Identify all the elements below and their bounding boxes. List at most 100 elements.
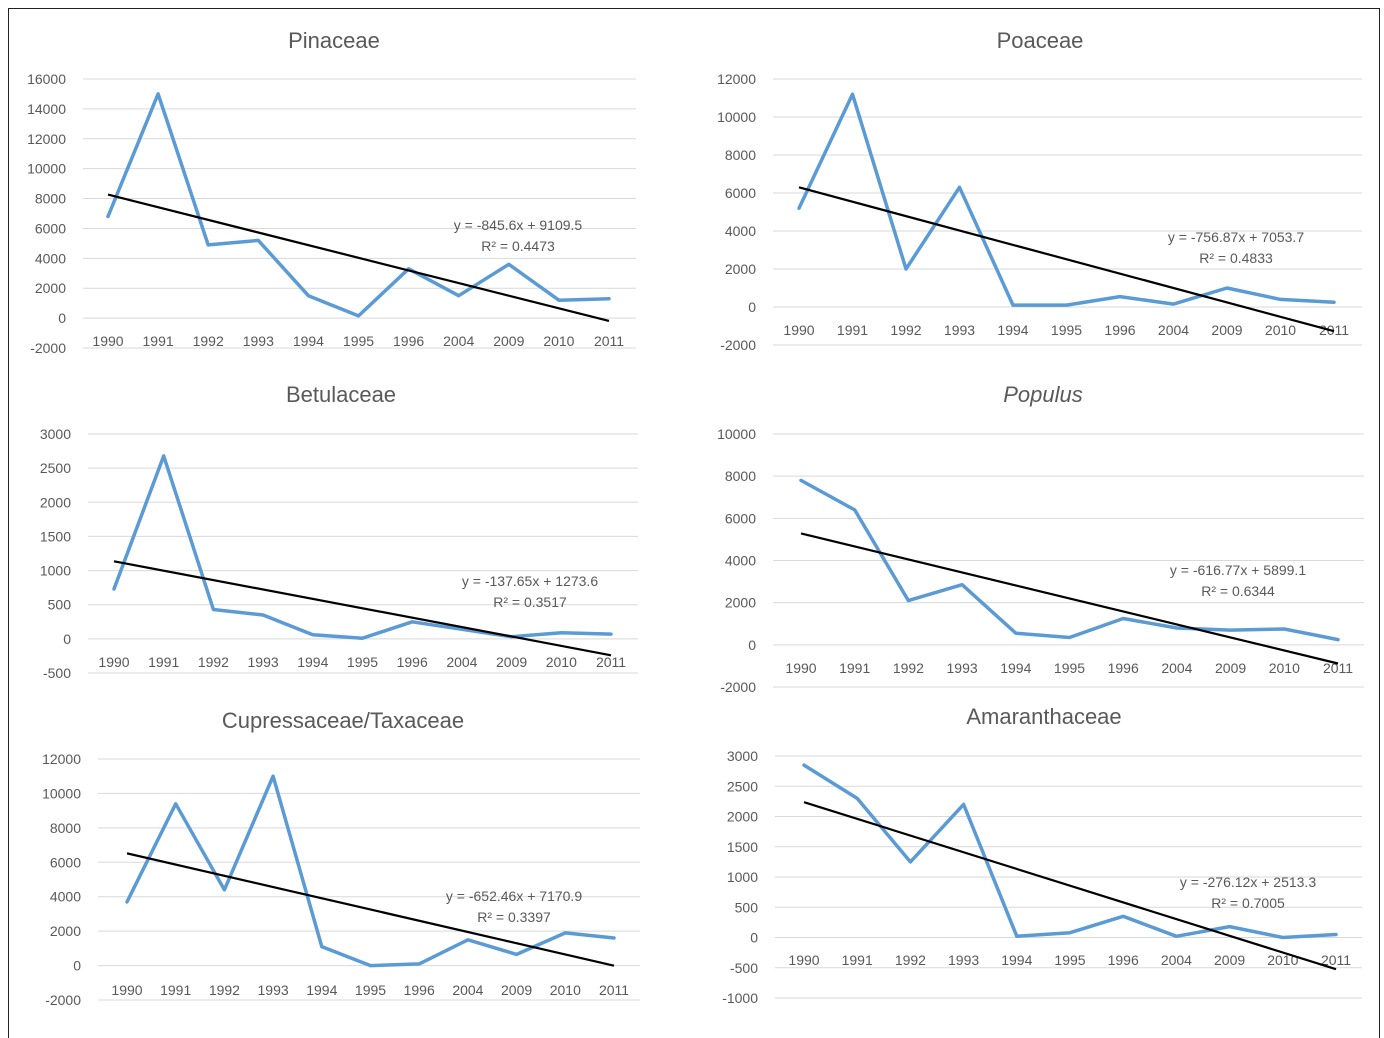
chart-panel: Cupressaceae/Taxaceae -2000 0 2000 4000 6000 8… — [42, 708, 640, 1008]
y-tick-label: 10000 — [27, 161, 66, 177]
x-tick-label: 1994 — [297, 654, 328, 670]
y-tick-label: 6000 — [725, 510, 756, 526]
y-tick-label: 10000 — [717, 109, 756, 125]
y-tick-label: 4000 — [35, 250, 66, 266]
trendline-r-squared: R² = 0.3397 — [477, 909, 551, 925]
y-tick-label: -2000 — [720, 679, 756, 695]
x-tick-label: 1995 — [343, 333, 374, 349]
x-tick-label: 1990 — [783, 322, 814, 338]
trendline-r-squared: R² = 0.6344 — [1201, 583, 1275, 599]
chart-title: Pinaceae — [288, 28, 380, 53]
y-tick-label: 10000 — [717, 426, 756, 442]
y-tick-label: 4000 — [725, 553, 756, 569]
x-tick-label: 1995 — [1054, 660, 1085, 676]
y-tick-label: 12000 — [717, 71, 756, 87]
trendline — [108, 195, 609, 321]
y-tick-label: 2000 — [35, 280, 66, 296]
y-tick-label: 0 — [750, 930, 758, 946]
x-tick-label: 2010 — [543, 333, 574, 349]
x-tick-label: 2010 — [1265, 322, 1296, 338]
series-line — [114, 456, 611, 638]
y-tick-label: 6000 — [725, 185, 756, 201]
y-tick-label: 500 — [735, 899, 759, 915]
chart-title: Cupressaceae/Taxaceae — [222, 708, 464, 733]
y-tick-label: -2000 — [30, 340, 66, 356]
chart-panel: Poaceae-20000200040006000800010000120001… — [717, 28, 1362, 353]
chart-panel: Populus-200002000400060008000100001990 19… — [717, 382, 1364, 695]
y-tick-label: 2000 — [727, 809, 758, 825]
y-tick-label: 0 — [58, 310, 66, 326]
x-tick-label: 1993 — [243, 333, 274, 349]
trendline-equation: y = -845.6x + 9109.5 — [454, 217, 583, 233]
x-tick-label: 1996 — [397, 654, 428, 670]
chart-title: Amaranthaceae — [966, 704, 1121, 729]
y-tick-label: -2000 — [720, 337, 756, 353]
x-tick-label: 1993 — [948, 952, 979, 968]
x-tick-label: 1992 — [209, 982, 240, 998]
y-tick-label: 4000 — [725, 223, 756, 239]
x-tick-label: 1993 — [248, 654, 279, 670]
x-tick-label: 1992 — [198, 654, 229, 670]
x-tick-label: 2004 — [1158, 322, 1189, 338]
x-tick-label: 1990 — [98, 654, 129, 670]
y-tick-label: 3000 — [727, 748, 758, 764]
y-tick-label: 8000 — [50, 820, 81, 836]
chart-title: Populus — [1003, 382, 1083, 407]
x-tick-label: 1992 — [895, 952, 926, 968]
chart-panel: Amaranthaceae-1000-500050010001500200025… — [722, 704, 1362, 1006]
x-tick-label: 1993 — [944, 322, 975, 338]
x-tick-label: 1996 — [404, 982, 435, 998]
x-tick-label: 2009 — [1211, 322, 1242, 338]
x-tick-label: 2004 — [1161, 952, 1192, 968]
x-tick-label: 1994 — [997, 322, 1028, 338]
x-tick-label: 2004 — [443, 333, 474, 349]
chart-panel: Betulaceae-50005001000150020002500300019… — [40, 382, 638, 681]
x-tick-label: 1991 — [837, 322, 868, 338]
x-tick-label: 1993 — [258, 982, 289, 998]
x-tick-label: 1992 — [890, 322, 921, 338]
chart-title: Betulaceae — [286, 382, 396, 407]
trendline-r-squared: R² = 0.4833 — [1199, 250, 1273, 266]
trendline-equation: y = -652.46x + 7170.9 — [446, 888, 582, 904]
x-tick-label: 1991 — [839, 660, 870, 676]
chart-title: Poaceae — [997, 28, 1084, 53]
y-tick-label: 1000 — [40, 563, 71, 579]
y-tick-label: 6000 — [35, 220, 66, 236]
y-tick-label: 16000 — [27, 71, 66, 87]
x-tick-label: 2009 — [496, 654, 527, 670]
trendline-r-squared: R² = 0.4473 — [481, 238, 555, 254]
series-line — [799, 94, 1334, 305]
y-tick-label: 2000 — [50, 923, 81, 939]
x-tick-label: 1995 — [355, 982, 386, 998]
y-tick-label: 0 — [748, 299, 756, 315]
series-line — [804, 765, 1336, 937]
x-tick-label: 2004 — [446, 654, 477, 670]
y-tick-label: 2000 — [40, 494, 71, 510]
chart-panel: Pinaceae -2000 0 2000 4000 6000 8000 10000 12000… — [27, 28, 636, 356]
trendline-equation: y = -756.87x + 7053.7 — [1168, 229, 1304, 245]
x-tick-label: 1991 — [160, 982, 191, 998]
y-tick-label: 14000 — [27, 101, 66, 117]
x-tick-label: 1996 — [393, 333, 424, 349]
x-tick-label: 1992 — [193, 333, 224, 349]
y-tick-label: -1000 — [722, 990, 758, 1006]
y-tick-label: 1000 — [727, 869, 758, 885]
x-tick-label: 2010 — [1267, 952, 1298, 968]
x-tick-label: 2009 — [1214, 952, 1245, 968]
x-tick-label: 2009 — [493, 333, 524, 349]
x-tick-label: 2004 — [1161, 660, 1192, 676]
y-tick-label: 2500 — [727, 778, 758, 794]
x-tick-label: 1992 — [893, 660, 924, 676]
x-tick-label: 2011 — [596, 654, 626, 670]
x-tick-label: 1995 — [1054, 952, 1085, 968]
y-tick-label: 1500 — [727, 839, 758, 855]
y-tick-label: 6000 — [50, 854, 81, 870]
y-tick-label: 4000 — [50, 889, 81, 905]
y-tick-label: 0 — [63, 631, 71, 647]
y-tick-label: 2000 — [725, 261, 756, 277]
x-tick-label: 2011 — [1319, 322, 1349, 338]
y-tick-label: 3000 — [40, 426, 71, 442]
trendline-r-squared: R² = 0.7005 — [1211, 895, 1285, 911]
y-tick-label: 12000 — [27, 131, 66, 147]
trendline-equation: y = -137.65x + 1273.6 — [462, 573, 598, 589]
